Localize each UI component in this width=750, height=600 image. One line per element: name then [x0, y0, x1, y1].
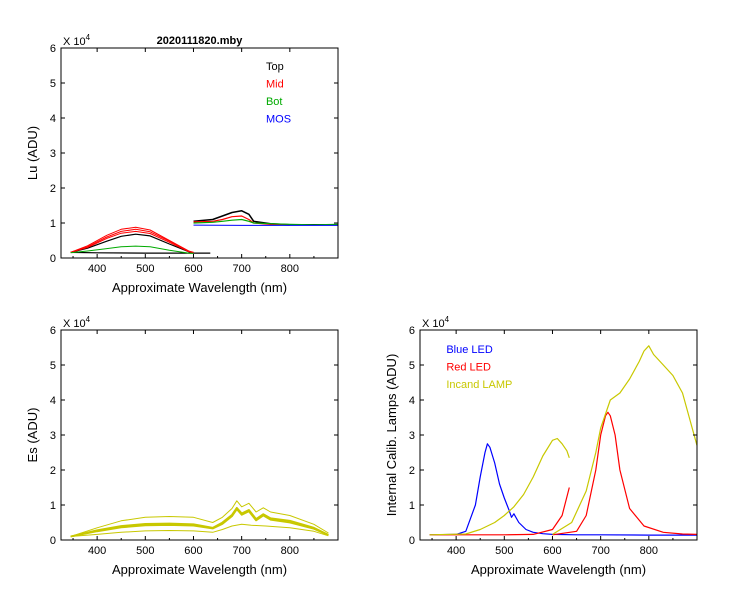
es-ytick-label-6: 6 — [50, 325, 56, 337]
lu-ytick-label-4: 4 — [50, 113, 56, 125]
es-xtick-label-3: 700 — [232, 545, 250, 557]
lamps-chart: 400 500 600 700 800 0 1 2 3 4 5 6 X 104 Approximate W… — [384, 315, 698, 577]
lamps-ytick-label-3: 3 — [409, 430, 415, 442]
es-chart: 400 500 600 700 800 0 1 2 3 4 5 6 X 104 Approximate W… — [25, 315, 339, 577]
lamps-series-group — [429, 345, 697, 536]
es-xtick-label-1: 500 — [136, 545, 154, 557]
lamps-ylabel: Internal Calib. Lamps (ADU) — [384, 354, 399, 517]
lu-series-5 — [70, 230, 194, 254]
lu-title: 2020111820.mby — [157, 35, 244, 47]
es-xtick-label-4: 800 — [281, 545, 299, 557]
lamps-series-3 — [429, 437, 570, 536]
es-axes-frame — [60, 329, 339, 541]
lu-multiplier: X 104 — [63, 33, 91, 48]
lu-series-7 — [70, 245, 194, 254]
lu-ytick-label-1: 1 — [50, 218, 56, 230]
es-ytick-label-0: 0 — [50, 535, 56, 547]
es-series-3 — [70, 523, 329, 537]
es-multiplier: X 104 — [63, 315, 91, 330]
lamps-series-0 — [429, 443, 697, 536]
lamps-ytick-label-6: 6 — [409, 325, 415, 337]
lu-ytick-label-3: 3 — [50, 148, 56, 160]
lamps-xtick-label-4: 800 — [640, 545, 658, 557]
lu-series-0 — [70, 233, 194, 254]
lu-xlabel: Approximate Wavelength (nm) — [112, 280, 287, 295]
es-ytick-label-4: 4 — [50, 395, 56, 407]
lu-xtick-label-1: 500 — [136, 263, 154, 275]
es-xtick-label-2: 600 — [184, 545, 202, 557]
lamps-series-1 — [429, 487, 570, 536]
lu-legend-bot: Bot — [266, 96, 283, 108]
lamps-xtick-label-1: 500 — [495, 545, 513, 557]
es-ytick-label-2: 2 — [50, 465, 56, 477]
es-ytick-label-1: 1 — [50, 500, 56, 512]
lamps-legend-red-led: Red LED — [446, 362, 491, 374]
lamps-ytick-label-5: 5 — [409, 360, 415, 372]
lamps-xtick-label-3: 700 — [591, 545, 609, 557]
lamps-multiplier: X 104 — [422, 315, 450, 330]
lu-xtick-label-3: 700 — [232, 263, 250, 275]
lu-ylabel: Lu (ADU) — [25, 126, 40, 180]
lu-ytick-label-5: 5 — [50, 78, 56, 90]
lu-series-1 — [70, 251, 211, 254]
lamps-xtick-label-0: 400 — [447, 545, 465, 557]
es-ytick-label-3: 3 — [50, 430, 56, 442]
es-series-group — [70, 500, 329, 538]
lu-axes-frame — [60, 47, 339, 259]
lu-series-2 — [193, 210, 338, 226]
lamps-series-4 — [552, 345, 697, 535]
lu-ytick-label-6: 6 — [50, 43, 56, 55]
lamps-ytick-label-0: 0 — [409, 535, 415, 547]
lu-xtick-label-4: 800 — [281, 263, 299, 275]
lamps-ytick-label-4: 4 — [409, 395, 415, 407]
lu-xtick-label-0: 400 — [88, 263, 106, 275]
es-xtick-label-0: 400 — [88, 545, 106, 557]
lu-legend-mid: Mid — [266, 79, 284, 91]
lu-legend-mos: MOS — [266, 114, 291, 126]
lu-series-3 — [70, 226, 194, 253]
lu-chart: 400 500 600 700 800 0 1 2 3 4 5 6 X 104 2020111820.mb… — [25, 33, 339, 295]
lamps-legend-blue-led: Blue LED — [446, 344, 493, 356]
es-series-2 — [70, 508, 329, 538]
lamps-series-2 — [552, 411, 697, 536]
lu-xtick-label-2: 600 — [184, 263, 202, 275]
lu-ytick-label-0: 0 — [50, 253, 56, 265]
es-ylabel: Es (ADU) — [25, 408, 40, 463]
lamps-xlabel: Approximate Wavelength (nm) — [471, 562, 646, 577]
lu-series-8 — [193, 218, 338, 226]
es-series-0 — [70, 500, 329, 537]
es-ytick-label-5: 5 — [50, 360, 56, 372]
lu-legend-top: Top — [266, 61, 284, 73]
lu-ytick-label-2: 2 — [50, 183, 56, 195]
lamps-ytick-label-1: 1 — [409, 500, 415, 512]
lamps-ytick-label-2: 2 — [409, 465, 415, 477]
es-xlabel: Approximate Wavelength (nm) — [112, 562, 287, 577]
lu-series-4 — [70, 228, 194, 253]
lu-series-group — [70, 210, 338, 254]
lamps-legend-incand-lamp: Incand LAMP — [446, 379, 512, 391]
lamps-xtick-label-2: 600 — [543, 545, 561, 557]
